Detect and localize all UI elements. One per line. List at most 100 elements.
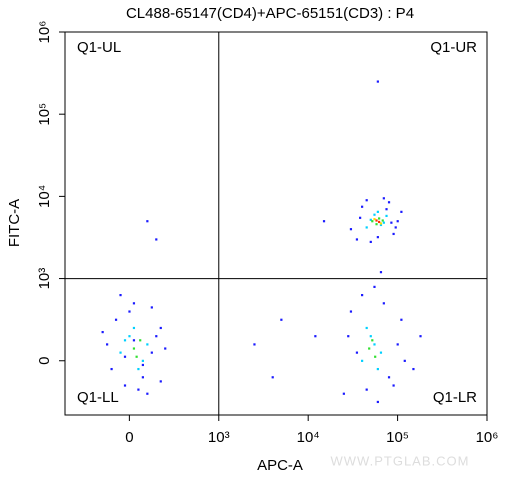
point [381, 219, 384, 222]
point [119, 294, 122, 297]
point [379, 222, 383, 225]
point [349, 228, 353, 231]
point [382, 197, 385, 200]
quadrant-label: Q1-LR [433, 389, 477, 406]
point [146, 392, 149, 395]
chart-title: CL488-65147(CD4)+APC-65151(CD3) : P4 [126, 5, 414, 22]
x-tick-label: 10⁵ [386, 429, 409, 446]
x-tick-label: 10⁶ [476, 429, 499, 446]
point [373, 285, 376, 288]
y-axis-label: FITC-A [6, 199, 23, 247]
point [132, 347, 136, 350]
point [375, 223, 378, 226]
point [376, 367, 379, 371]
point [314, 335, 317, 338]
point [376, 80, 379, 83]
point [396, 343, 399, 346]
quadrant-label: Q1-UL [77, 39, 121, 56]
point [146, 343, 149, 346]
point [371, 339, 374, 342]
x-tick-label: 10³ [208, 429, 230, 446]
point [322, 220, 326, 223]
point [365, 326, 368, 330]
point [379, 271, 383, 274]
point [141, 363, 144, 367]
point [387, 201, 391, 204]
y-tick-label: 10³ [36, 268, 53, 290]
point [375, 219, 378, 222]
point [368, 347, 371, 350]
point [369, 335, 372, 338]
point [137, 367, 140, 371]
point [349, 310, 353, 313]
x-tick-label: 10⁴ [297, 429, 320, 446]
point [347, 335, 350, 338]
point [150, 351, 153, 354]
point [361, 205, 364, 208]
point [382, 221, 385, 224]
point [376, 400, 379, 404]
point [355, 238, 359, 241]
point [110, 367, 113, 371]
point [373, 343, 376, 346]
point [374, 355, 377, 358]
point [369, 218, 372, 221]
point [382, 302, 385, 305]
point [159, 380, 162, 383]
x-tick-label: 0 [125, 429, 133, 446]
quadrant-label: Q1-LL [77, 389, 119, 406]
point [385, 214, 388, 218]
point [387, 376, 391, 379]
point [128, 310, 131, 313]
point [379, 351, 383, 354]
point [373, 218, 376, 221]
point [146, 220, 149, 223]
point [132, 302, 136, 305]
point [119, 351, 122, 354]
point [159, 326, 162, 330]
point [164, 347, 167, 350]
point [403, 359, 406, 362]
point [253, 343, 256, 346]
point [390, 221, 393, 224]
point [355, 351, 359, 354]
point [150, 306, 153, 309]
point [392, 232, 395, 236]
point [361, 294, 364, 297]
point [396, 220, 399, 223]
point [123, 339, 127, 342]
y-tick-label: 10⁴ [36, 185, 53, 208]
point [135, 355, 138, 358]
y-tick-label: 0 [36, 357, 53, 365]
point [376, 210, 379, 213]
point [155, 238, 158, 241]
point [400, 210, 403, 213]
point [392, 384, 395, 387]
point [106, 343, 109, 346]
point [114, 318, 118, 321]
point [378, 220, 381, 224]
point [342, 392, 345, 395]
point [400, 318, 403, 321]
point [373, 213, 376, 216]
plot-frame [64, 31, 488, 416]
point [385, 208, 388, 211]
point [132, 339, 136, 342]
point [128, 335, 131, 338]
point [141, 376, 144, 379]
quadrant-label: Q1-UR [430, 39, 477, 56]
point [371, 220, 374, 223]
y-tick-label: 10⁶ [36, 21, 53, 44]
point [271, 376, 274, 379]
point [394, 226, 397, 229]
point [379, 223, 383, 227]
point [139, 339, 142, 342]
point [123, 355, 127, 358]
point [412, 367, 415, 371]
point [155, 335, 158, 338]
point [141, 359, 144, 362]
point [132, 326, 136, 330]
point [365, 199, 368, 202]
point [101, 330, 104, 334]
